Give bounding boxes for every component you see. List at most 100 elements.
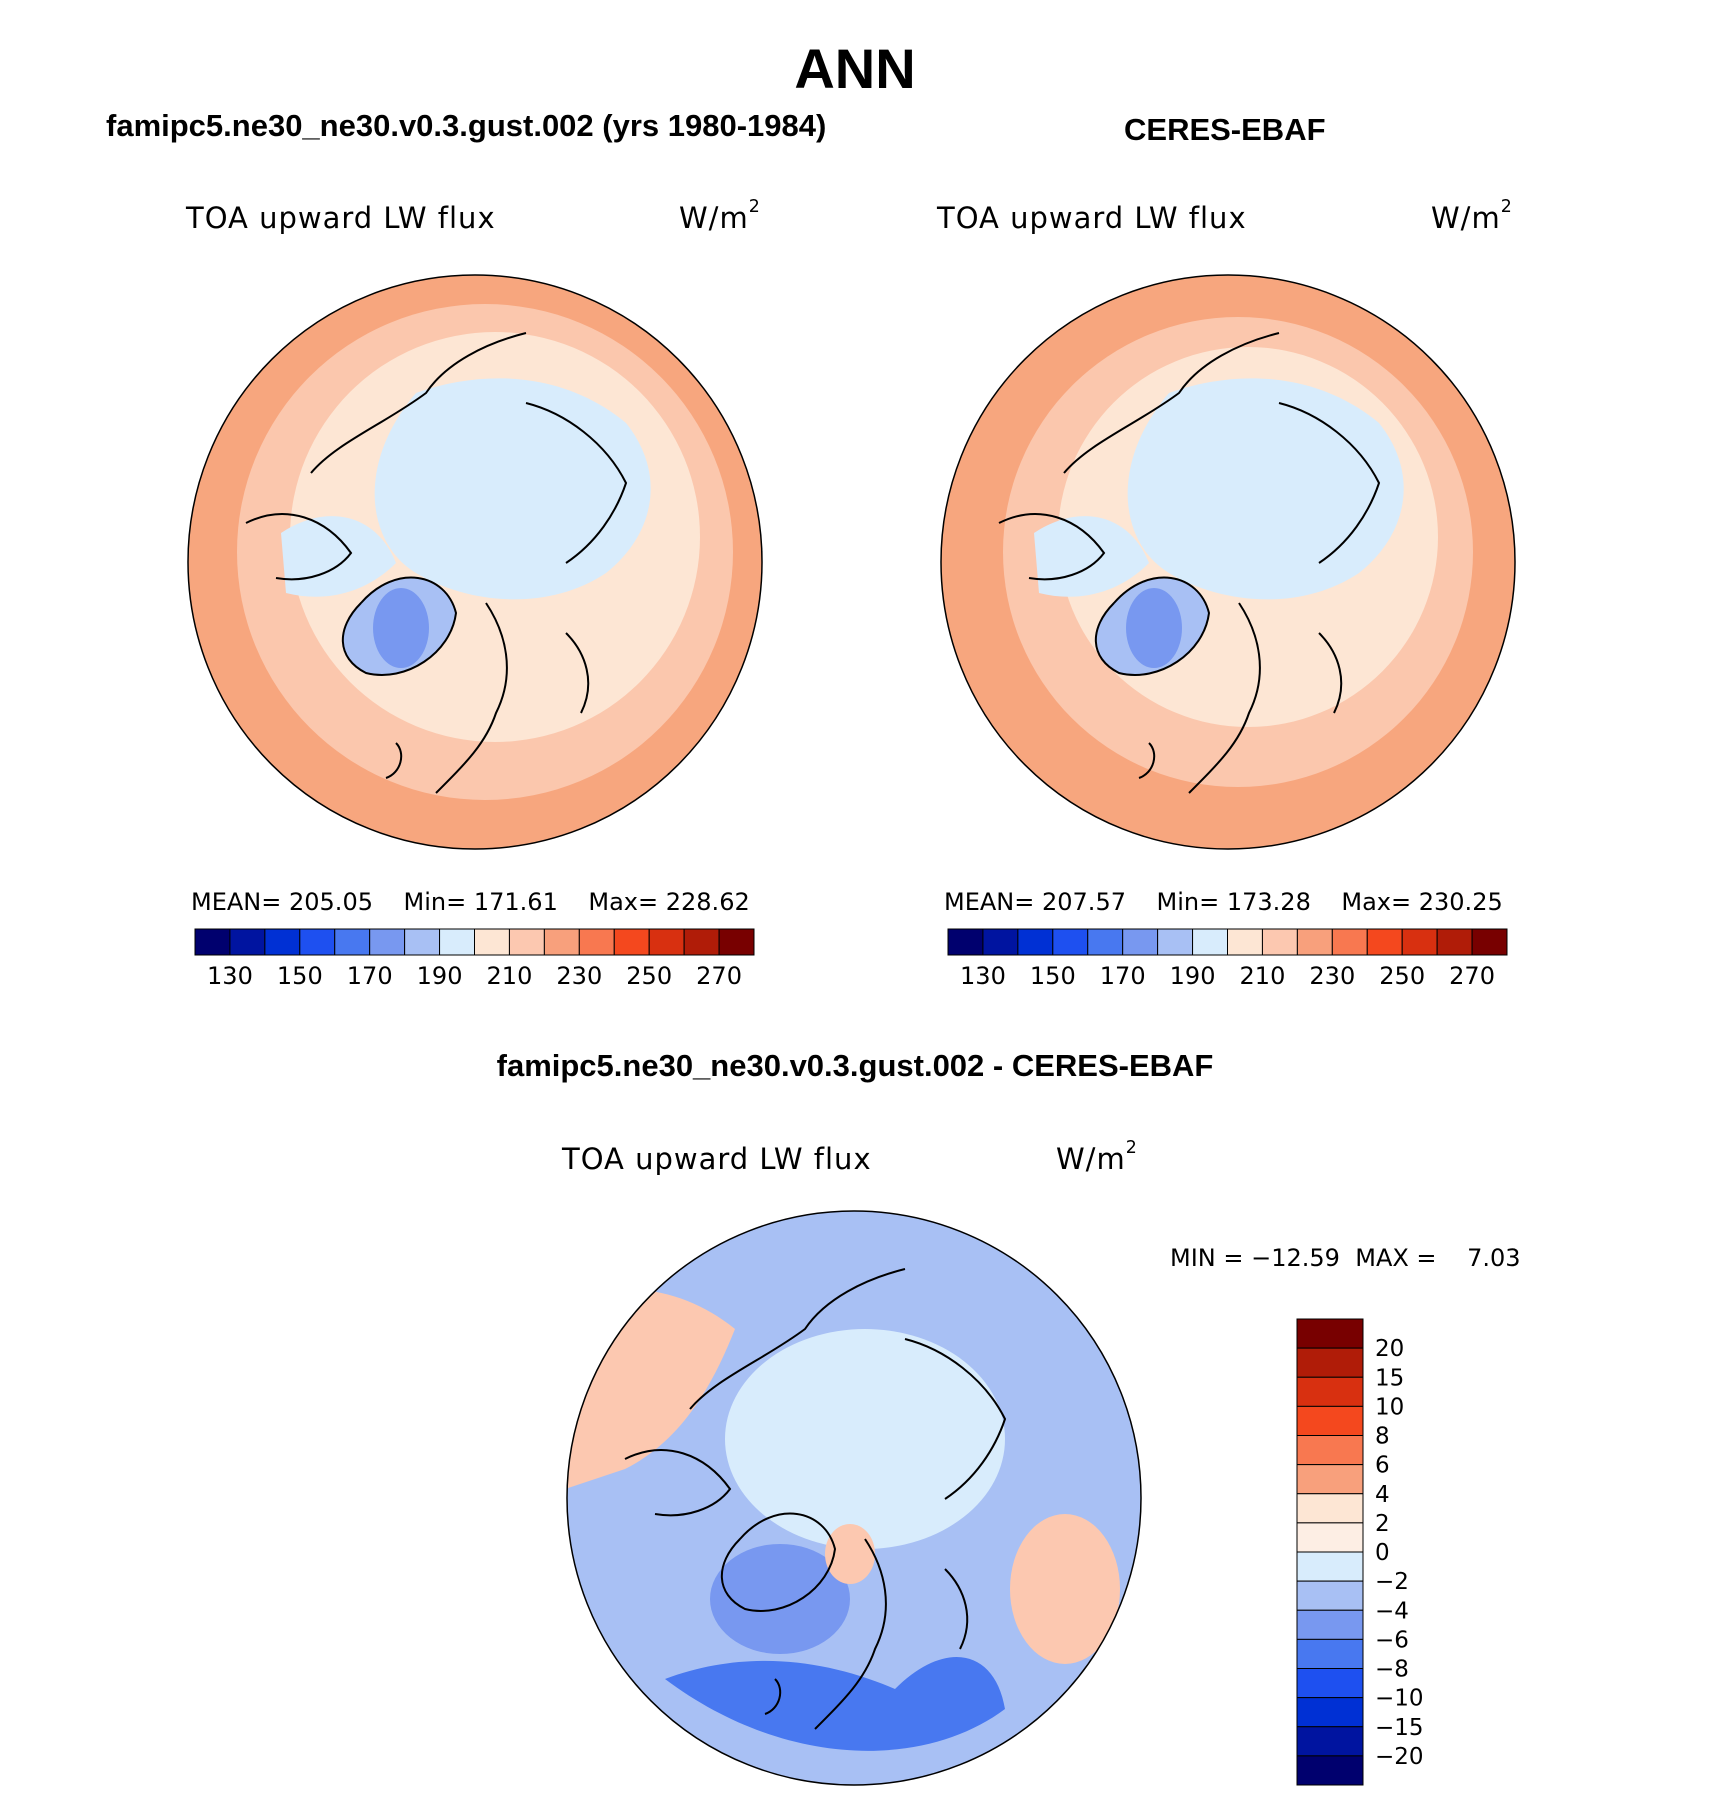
colorbar-swatch bbox=[194, 928, 231, 956]
colorbar-swatch bbox=[1122, 928, 1159, 956]
colorbar-swatch bbox=[1227, 928, 1263, 956]
colorbar-swatch bbox=[718, 928, 755, 956]
colorbar-swatch bbox=[683, 928, 720, 956]
colorbar-tick-label: 130 bbox=[960, 962, 1006, 990]
coastline bbox=[1063, 332, 1280, 474]
colorbar-swatch bbox=[1296, 1755, 1364, 1786]
colorbar-tick-label: 270 bbox=[696, 962, 742, 990]
coastline bbox=[689, 1268, 906, 1410]
colorbar-swatch bbox=[1296, 1435, 1364, 1466]
colorbar-tick-label: 190 bbox=[1170, 962, 1216, 990]
colorbar-swatch bbox=[1296, 1638, 1364, 1669]
colorbar-tick-label: −4 bbox=[1375, 1598, 1409, 1624]
colorbar-swatch bbox=[947, 928, 984, 956]
colorbar-swatch bbox=[1401, 928, 1438, 956]
colorbar-tick-label: 250 bbox=[626, 962, 672, 990]
colorbar-swatch bbox=[1296, 928, 1333, 956]
colorbar-swatch bbox=[1296, 1493, 1364, 1524]
colorbar-swatch bbox=[264, 928, 301, 956]
colorbar-tick-label: 2 bbox=[1375, 1511, 1390, 1537]
coastline bbox=[904, 1338, 1007, 1500]
diff-atlantic-patch bbox=[665, 1656, 1005, 1751]
colorbar-swatch bbox=[1157, 928, 1194, 956]
diff-greenland-patch bbox=[710, 1544, 850, 1654]
colorbar-model: 130 150 170 190 210 230 250 270 bbox=[194, 928, 755, 990]
colorbar-tick-label: 20 bbox=[1375, 1336, 1404, 1362]
colorbar-swatch bbox=[1296, 1609, 1364, 1640]
diff-variable: TOA upward LW flux bbox=[562, 1142, 872, 1176]
colorbar-swatch bbox=[1052, 928, 1089, 956]
map-field bbox=[941, 275, 1515, 849]
colorbar-swatch bbox=[1366, 928, 1403, 956]
map-border bbox=[940, 274, 1516, 850]
obs-min-value: 173.28 bbox=[1226, 888, 1311, 916]
diff-min-value: −12.59 bbox=[1251, 1244, 1340, 1272]
colorbar-tick-label: −2 bbox=[1375, 1569, 1409, 1595]
colorbar-tick-label: 210 bbox=[1240, 962, 1286, 990]
diff-max-value: 7.03 bbox=[1467, 1244, 1521, 1272]
colorbar-swatch bbox=[648, 928, 685, 956]
coastline bbox=[1138, 742, 1156, 779]
colorbar-tick-label: 130 bbox=[207, 962, 253, 990]
diff-units: W/m2 bbox=[1056, 1138, 1138, 1176]
model-mean-value: 205.05 bbox=[289, 888, 373, 916]
coastline bbox=[944, 1568, 969, 1650]
coastline bbox=[814, 1538, 887, 1730]
colorbar-tick-label: 8 bbox=[1375, 1424, 1390, 1450]
map-obs bbox=[940, 274, 1516, 850]
panel-model-stats: MEAN= 205.05 Min= 171.61 Max= 228.62 bbox=[191, 888, 750, 916]
colorbar-swatch bbox=[1296, 1697, 1364, 1728]
figure-title: ANN bbox=[794, 37, 916, 100]
colorbar-swatch bbox=[439, 928, 475, 956]
coastline bbox=[720, 1512, 837, 1612]
colorbar-tick-label: 210 bbox=[487, 962, 533, 990]
obs-max-value: 230.25 bbox=[1418, 888, 1503, 916]
colorbar-swatch bbox=[369, 928, 406, 956]
coastline bbox=[624, 1449, 732, 1517]
panel-obs-variable: TOA upward LW flux bbox=[937, 201, 1247, 235]
diff-header: famipc5.ne30_ne30.v0.3.gust.002 - CERES-… bbox=[496, 1048, 1214, 1083]
panel-obs-stats: MEAN= 207.57 Min= 173.28 Max= 230.25 bbox=[944, 888, 1503, 916]
map-border bbox=[566, 1210, 1142, 1786]
colorbar-swatch bbox=[543, 928, 580, 956]
map-diff bbox=[566, 1210, 1142, 1786]
coastline bbox=[245, 513, 353, 581]
colorbar-tick-label: 230 bbox=[556, 962, 602, 990]
diff-warm-patch-east bbox=[1010, 1514, 1120, 1664]
model-min-value: 171.61 bbox=[473, 888, 558, 916]
colorbar-swatch bbox=[613, 928, 650, 956]
coastline bbox=[1188, 602, 1261, 794]
colorbar-tick-label: 150 bbox=[277, 962, 323, 990]
colorbar-swatch bbox=[229, 928, 266, 956]
colorbar-obs: 130 150 170 190 210 230 250 270 bbox=[947, 928, 1508, 990]
coastline bbox=[310, 332, 527, 474]
colorbar-swatch bbox=[508, 928, 545, 956]
colorbar-tick-label: −6 bbox=[1375, 1627, 1409, 1653]
panel-obs-header: CERES-EBAF bbox=[1124, 112, 1326, 147]
coastline bbox=[764, 1678, 782, 1715]
colorbar-swatch bbox=[1296, 1726, 1364, 1757]
map-field bbox=[188, 275, 762, 849]
map-model bbox=[187, 274, 763, 850]
colorbar-tick-label: −8 bbox=[1375, 1657, 1409, 1683]
map-field bbox=[567, 1211, 1141, 1785]
colorbar-swatch bbox=[1331, 928, 1368, 956]
colorbar-swatch bbox=[1296, 1464, 1364, 1495]
colorbar-tick-label: 6 bbox=[1375, 1453, 1390, 1479]
colorbar-tick-label: 270 bbox=[1449, 962, 1495, 990]
colorbar-swatch bbox=[1192, 928, 1228, 956]
colorbar-swatch bbox=[982, 928, 1019, 956]
coastline bbox=[525, 402, 628, 564]
colorbar-swatch bbox=[334, 928, 371, 956]
colorbar-swatch bbox=[1436, 928, 1473, 956]
colorbar-tick-label: −15 bbox=[1375, 1715, 1424, 1741]
colorbar-tick-label: 190 bbox=[417, 962, 463, 990]
colorbar-tick-label: 15 bbox=[1375, 1365, 1404, 1391]
colorbar-tick-label: 170 bbox=[1100, 962, 1146, 990]
colorbar-swatch bbox=[1296, 1668, 1364, 1699]
coastline bbox=[435, 602, 508, 794]
colorbar-swatch bbox=[1017, 928, 1054, 956]
coastline bbox=[341, 576, 458, 676]
coastline bbox=[565, 632, 590, 714]
